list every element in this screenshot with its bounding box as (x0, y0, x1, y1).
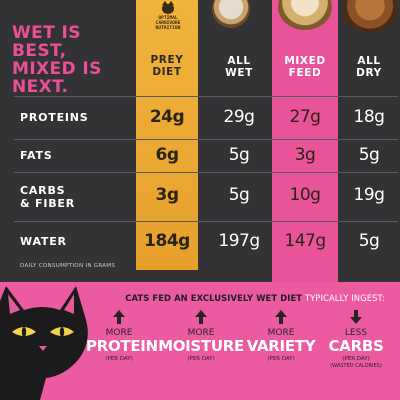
benefit-title: VARIETY (246, 337, 316, 355)
row-label-line: PROTEINS (20, 111, 89, 124)
row-label-fats: FATS (20, 149, 53, 162)
row-divider (14, 172, 398, 173)
headline: WET IS BEST, MIXED IS NEXT. (12, 24, 142, 96)
headline-line: NEXT. (12, 77, 69, 97)
row-label-line: CARBS (20, 184, 66, 197)
headline-line: MIXED IS (12, 59, 102, 79)
value-proteins-dry: 18g (353, 107, 385, 127)
black-cat-illustration (0, 286, 88, 400)
arrow-up-icon (275, 310, 287, 324)
benefit-qualifier: LESS (344, 328, 368, 338)
column-header-all-dry: ALL DRY (338, 55, 400, 79)
benefit-title: PROTEIN (86, 337, 158, 355)
benefit-qualifier: MORE (267, 328, 295, 338)
value-fats-mixed: 3g (294, 145, 316, 165)
summary-heading-normal: TYPICALLY INGEST: (302, 293, 385, 303)
row-divider (14, 221, 398, 222)
value-water-prey: 184g (144, 231, 190, 251)
prey-diet-column-highlight (136, 0, 198, 270)
mixed-feed-column-highlight (272, 0, 338, 282)
arrow-down-icon (350, 310, 362, 324)
row-divider (14, 96, 398, 97)
value-carbs-wet: 5g (228, 185, 250, 205)
row-label-carbs-fiber: CARBS & FIBER (20, 184, 75, 210)
carnivore-nutrition-badge: OPTIMAL CARNIVORE NUTRITION (152, 1, 184, 42)
column-header-mixed-feed: MIXED FEED (272, 55, 338, 79)
row-label-line: & FIBER (20, 197, 75, 210)
column-header-line: WET (225, 67, 253, 79)
value-fats-wet: 5g (228, 145, 250, 165)
column-header-line: ALL (227, 55, 251, 67)
row-divider (14, 139, 398, 140)
badge-text: OPTIMAL CARNIVORE NUTRITION (155, 16, 181, 31)
column-header-line: DIET (152, 66, 182, 78)
column-header-line: DRY (356, 67, 382, 79)
benefit-per-day: (PER DAY) (105, 356, 133, 362)
row-label-line: FATS (20, 149, 53, 162)
benefit-qualifier: MORE (187, 328, 215, 338)
headline-line: WET IS (12, 23, 81, 43)
cat-head-icon (162, 1, 174, 14)
value-fats-prey: 6g (155, 145, 180, 165)
value-fats-dry: 5g (358, 145, 380, 165)
headline-line: BEST, (12, 41, 67, 61)
column-header-line: PREY (150, 54, 184, 66)
column-header-all-wet: ALL WET (206, 55, 272, 79)
benefit-per-day: (PER DAY) (187, 356, 215, 362)
benefit-qualifier: MORE (105, 328, 133, 338)
value-proteins-prey: 24g (149, 107, 185, 127)
benefit-per-day: (PER DAY) (342, 356, 370, 362)
arrow-up-icon (113, 310, 125, 324)
value-water-wet: 197g (218, 231, 260, 251)
benefit-less-carbs: LESS CARBS (PER DAY) (WASTED CALORIES) (318, 310, 394, 369)
column-header-line: ALL (357, 55, 381, 67)
benefit-title: MOISTURE (158, 337, 244, 355)
units-footnote: DAILY CONSUMPTION IN GRAMS (20, 263, 116, 269)
benefit-per-day: (PER DAY) (267, 356, 295, 362)
column-header-line: MIXED (284, 55, 326, 67)
summary-heading: CATS FED AN EXCLUSIVELY WET DIET TYPICAL… (112, 293, 398, 303)
arrow-up-icon (195, 310, 207, 324)
value-water-dry: 5g (358, 231, 380, 251)
row-label-line: WATER (20, 235, 67, 248)
value-water-mixed: 147g (284, 231, 326, 251)
value-proteins-wet: 29g (223, 107, 255, 127)
value-carbs-prey: 3g (155, 185, 180, 205)
benefit-more-protein: MORE PROTEIN (PER DAY) (86, 310, 158, 363)
benefit-note: (WASTED CALORIES) (330, 363, 382, 369)
summary-heading-strong: CATS FED AN EXCLUSIVELY WET DIET (125, 293, 303, 303)
column-header-line: FEED (288, 67, 322, 79)
value-carbs-dry: 19g (353, 185, 385, 205)
row-label-proteins: PROTEINS (20, 111, 89, 124)
benefit-more-variety: MORE VARIETY (PER DAY) (246, 310, 316, 363)
benefit-title: CARBS (328, 337, 384, 355)
column-header-prey-diet: PREY DIET (136, 54, 198, 78)
benefit-more-moisture: MORE MOISTURE (PER DAY) (156, 310, 246, 363)
value-proteins-mixed: 27g (289, 107, 321, 127)
row-label-water: WATER (20, 235, 67, 248)
value-carbs-mixed: 10g (289, 185, 321, 205)
